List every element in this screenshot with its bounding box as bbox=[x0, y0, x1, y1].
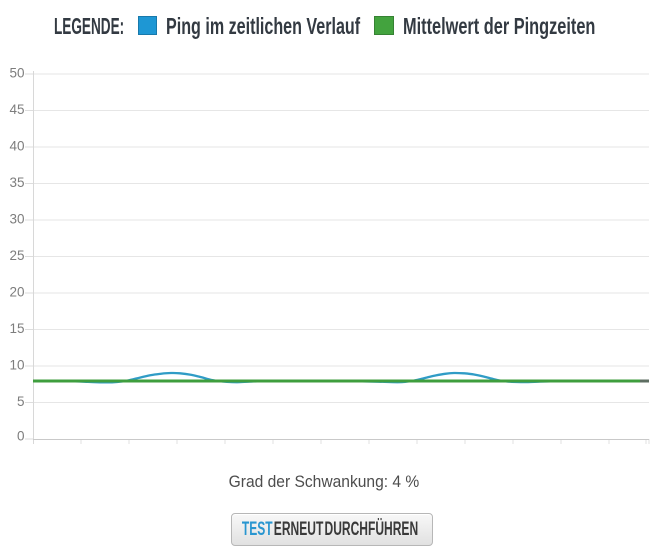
svg-text:25: 25 bbox=[9, 248, 24, 263]
svg-text:30: 30 bbox=[9, 212, 24, 227]
svg-text:45: 45 bbox=[9, 102, 24, 117]
svg-text:15: 15 bbox=[9, 321, 24, 336]
svg-text:5: 5 bbox=[17, 394, 25, 409]
svg-text:10: 10 bbox=[9, 358, 24, 373]
svg-text:35: 35 bbox=[9, 175, 24, 190]
svg-text:20: 20 bbox=[9, 285, 24, 300]
svg-text:40: 40 bbox=[9, 139, 24, 154]
svg-text:0: 0 bbox=[17, 429, 25, 444]
svg-text:50: 50 bbox=[9, 66, 24, 81]
